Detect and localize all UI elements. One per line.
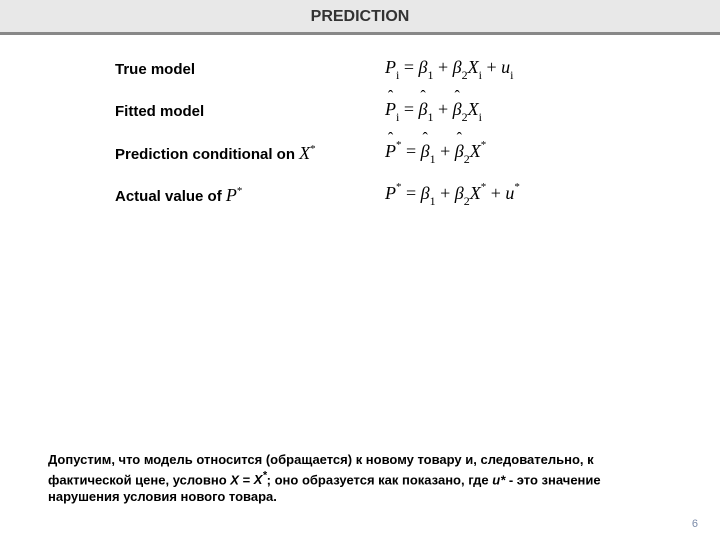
label-actual-prefix: Actual value of bbox=[115, 188, 226, 205]
eq-fitted-model: Pi = β1 + β2Xi bbox=[385, 99, 482, 124]
spacer-block bbox=[0, 234, 720, 434]
eq-prediction-conditional: P* = β1 + β2X* bbox=[385, 141, 486, 166]
footer-x: X bbox=[230, 472, 239, 487]
slide-title: PREDICTION bbox=[0, 0, 720, 35]
page-number: 6 bbox=[692, 518, 698, 530]
footer-xstar: X* bbox=[254, 472, 267, 487]
label-fitted-model: Fitted model bbox=[115, 103, 385, 120]
row-actual-value: Actual value of P* P* = β1 + β2X* + u* bbox=[115, 181, 720, 209]
row-fitted-model: Fitted model Pi = β1 + β2Xi bbox=[115, 97, 720, 125]
footer-ustar: u* bbox=[492, 472, 505, 487]
eq-actual-value: P* = β1 + β2X* + u* bbox=[385, 183, 520, 208]
row-true-model: True model Pi = β1 + β2Xi + ui bbox=[115, 55, 720, 83]
label-actual-value: Actual value of P* bbox=[115, 185, 385, 206]
label-true-model: True model bbox=[115, 61, 385, 78]
equations-block: True model Pi = β1 + β2Xi + ui Fitted mo… bbox=[0, 35, 720, 209]
footer-text: Допустим, что модель относится (обращает… bbox=[48, 451, 672, 506]
footer-eq: = bbox=[239, 472, 254, 487]
row-prediction-conditional: Prediction conditional on X* P* = β1 + β… bbox=[115, 139, 720, 167]
label-prediction-conditional: Prediction conditional on X* bbox=[115, 143, 385, 164]
label-prediction-prefix: Prediction conditional on bbox=[115, 146, 299, 163]
eq-true-model: Pi = β1 + β2Xi + ui bbox=[385, 57, 513, 82]
footer-p2: ; оно образуется как показано, где bbox=[267, 472, 493, 487]
